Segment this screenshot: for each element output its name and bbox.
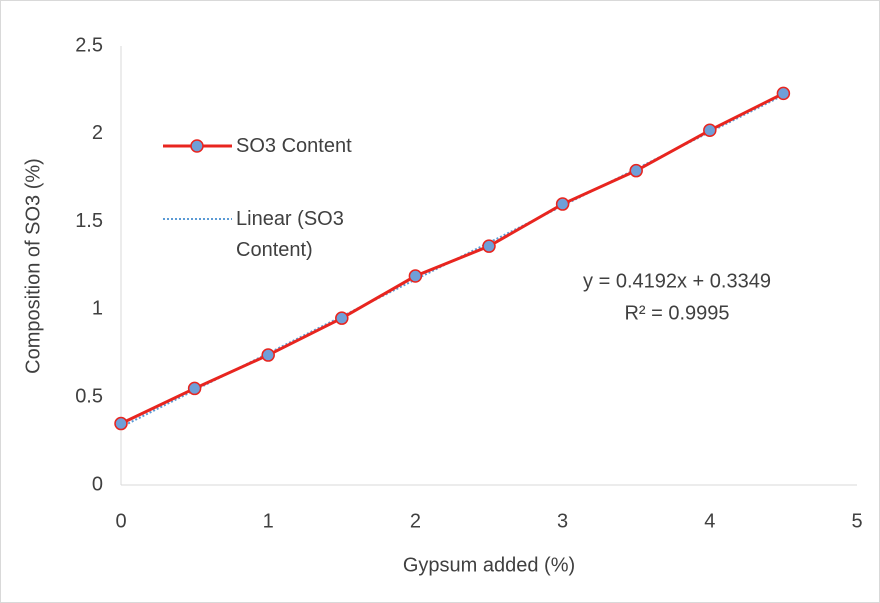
legend-marker <box>190 139 204 153</box>
annotation: y = 0.4192x + 0.3349 <box>583 270 771 292</box>
point <box>408 269 423 283</box>
annotation: R² = 0.9995 <box>624 302 729 324</box>
x-tick-label: 1 <box>263 510 274 532</box>
y-tick-label: 1.5 <box>75 210 103 232</box>
point <box>629 163 643 178</box>
y-tick-label: 1 <box>92 298 103 320</box>
y-tick-label: 0.5 <box>75 385 103 407</box>
x-tick-label: 2 <box>410 510 421 532</box>
x-tick-label: 3 <box>557 510 568 532</box>
x-axis-title: Gypsum added (%) <box>403 554 575 576</box>
point <box>261 348 275 362</box>
x-tick-label: 5 <box>851 510 862 532</box>
point <box>776 86 791 101</box>
point <box>114 416 128 431</box>
series-line <box>120 92 785 425</box>
point <box>187 381 202 396</box>
y-axis-title: Composition of SO3 (%) <box>22 158 44 374</box>
point <box>482 239 496 253</box>
point <box>335 311 349 325</box>
x-tick-label: 0 <box>115 510 126 532</box>
legend-label: Linear (SO3 Content) <box>236 208 344 261</box>
x-tick-label: 4 <box>704 510 715 532</box>
legend-label: SO3 Content <box>236 135 352 157</box>
point <box>703 123 717 138</box>
point <box>555 197 570 211</box>
y-tick-label: 0 <box>92 473 103 495</box>
y-tick-label: 2 <box>92 122 103 144</box>
y-tick-label: 2.5 <box>75 34 103 56</box>
